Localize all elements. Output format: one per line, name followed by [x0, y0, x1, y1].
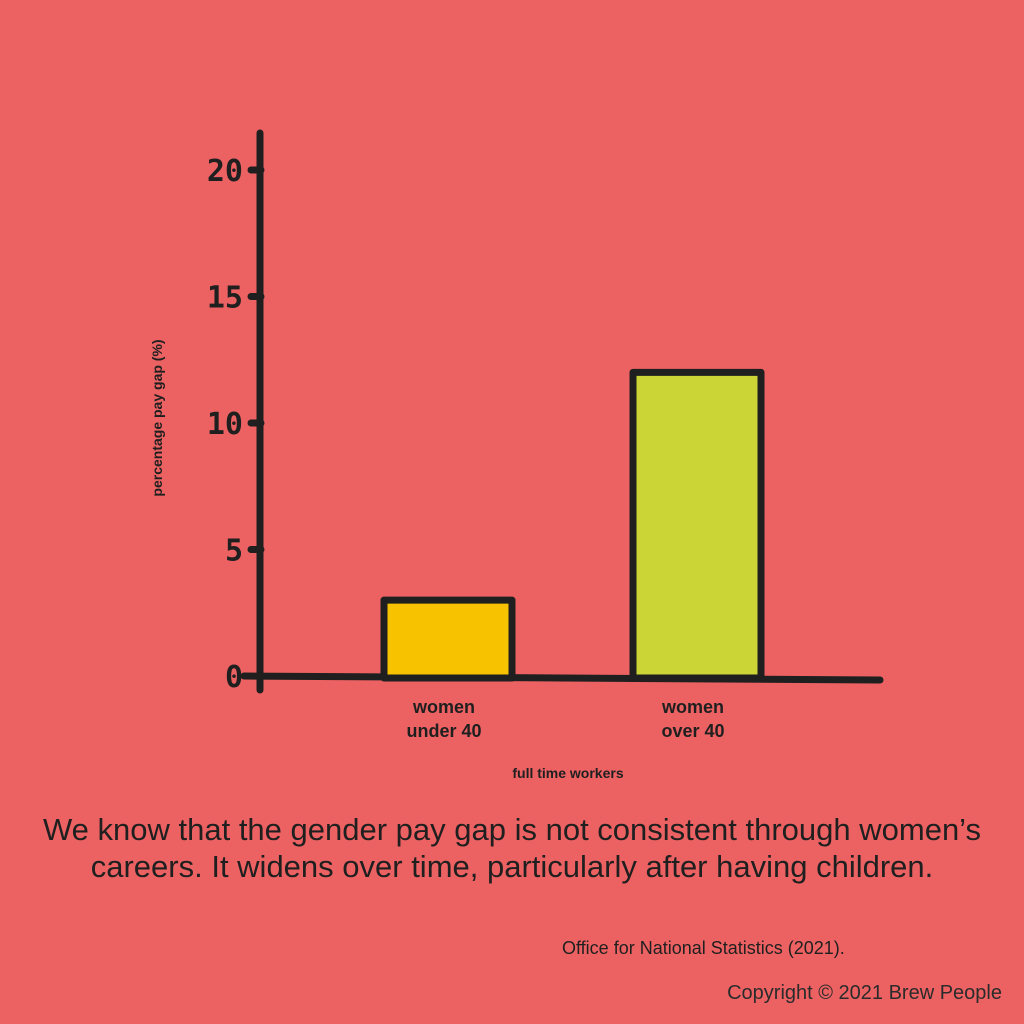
x-axis-title: full time workers	[512, 765, 623, 781]
chart-bars	[380, 368, 765, 682]
category-label-line: women	[661, 697, 724, 717]
caption-text: We know that the gender pay gap is not c…	[42, 812, 982, 884]
y-tick-label-0: 0	[225, 660, 243, 695]
copyright-notice: Copyright © 2021 Brew People	[727, 982, 1002, 1004]
y-tick-label-15: 15	[207, 281, 243, 316]
chart-labels: 0 5 10 15 20 women under 40 women over 40 full ti…	[149, 154, 725, 781]
bar-women-under-40	[380, 596, 516, 682]
category-label-0: women under 40	[406, 697, 481, 741]
category-label-line: over 40	[661, 721, 724, 741]
chart-axes	[240, 129, 884, 694]
y-tick-label-10: 10	[207, 407, 243, 442]
x-axis-line	[240, 672, 884, 684]
category-label-1: women over 40	[661, 697, 725, 741]
bar-women-over-40	[629, 368, 765, 682]
y-tick-label-5: 5	[225, 534, 243, 569]
category-label-line: under 40	[406, 721, 481, 741]
category-label-line: women	[412, 697, 475, 717]
source-citation: Office for National Statistics (2021).	[562, 938, 845, 958]
y-axis-title: percentage pay gap (%)	[149, 339, 165, 496]
y-tick-label-20: 20	[207, 154, 243, 189]
